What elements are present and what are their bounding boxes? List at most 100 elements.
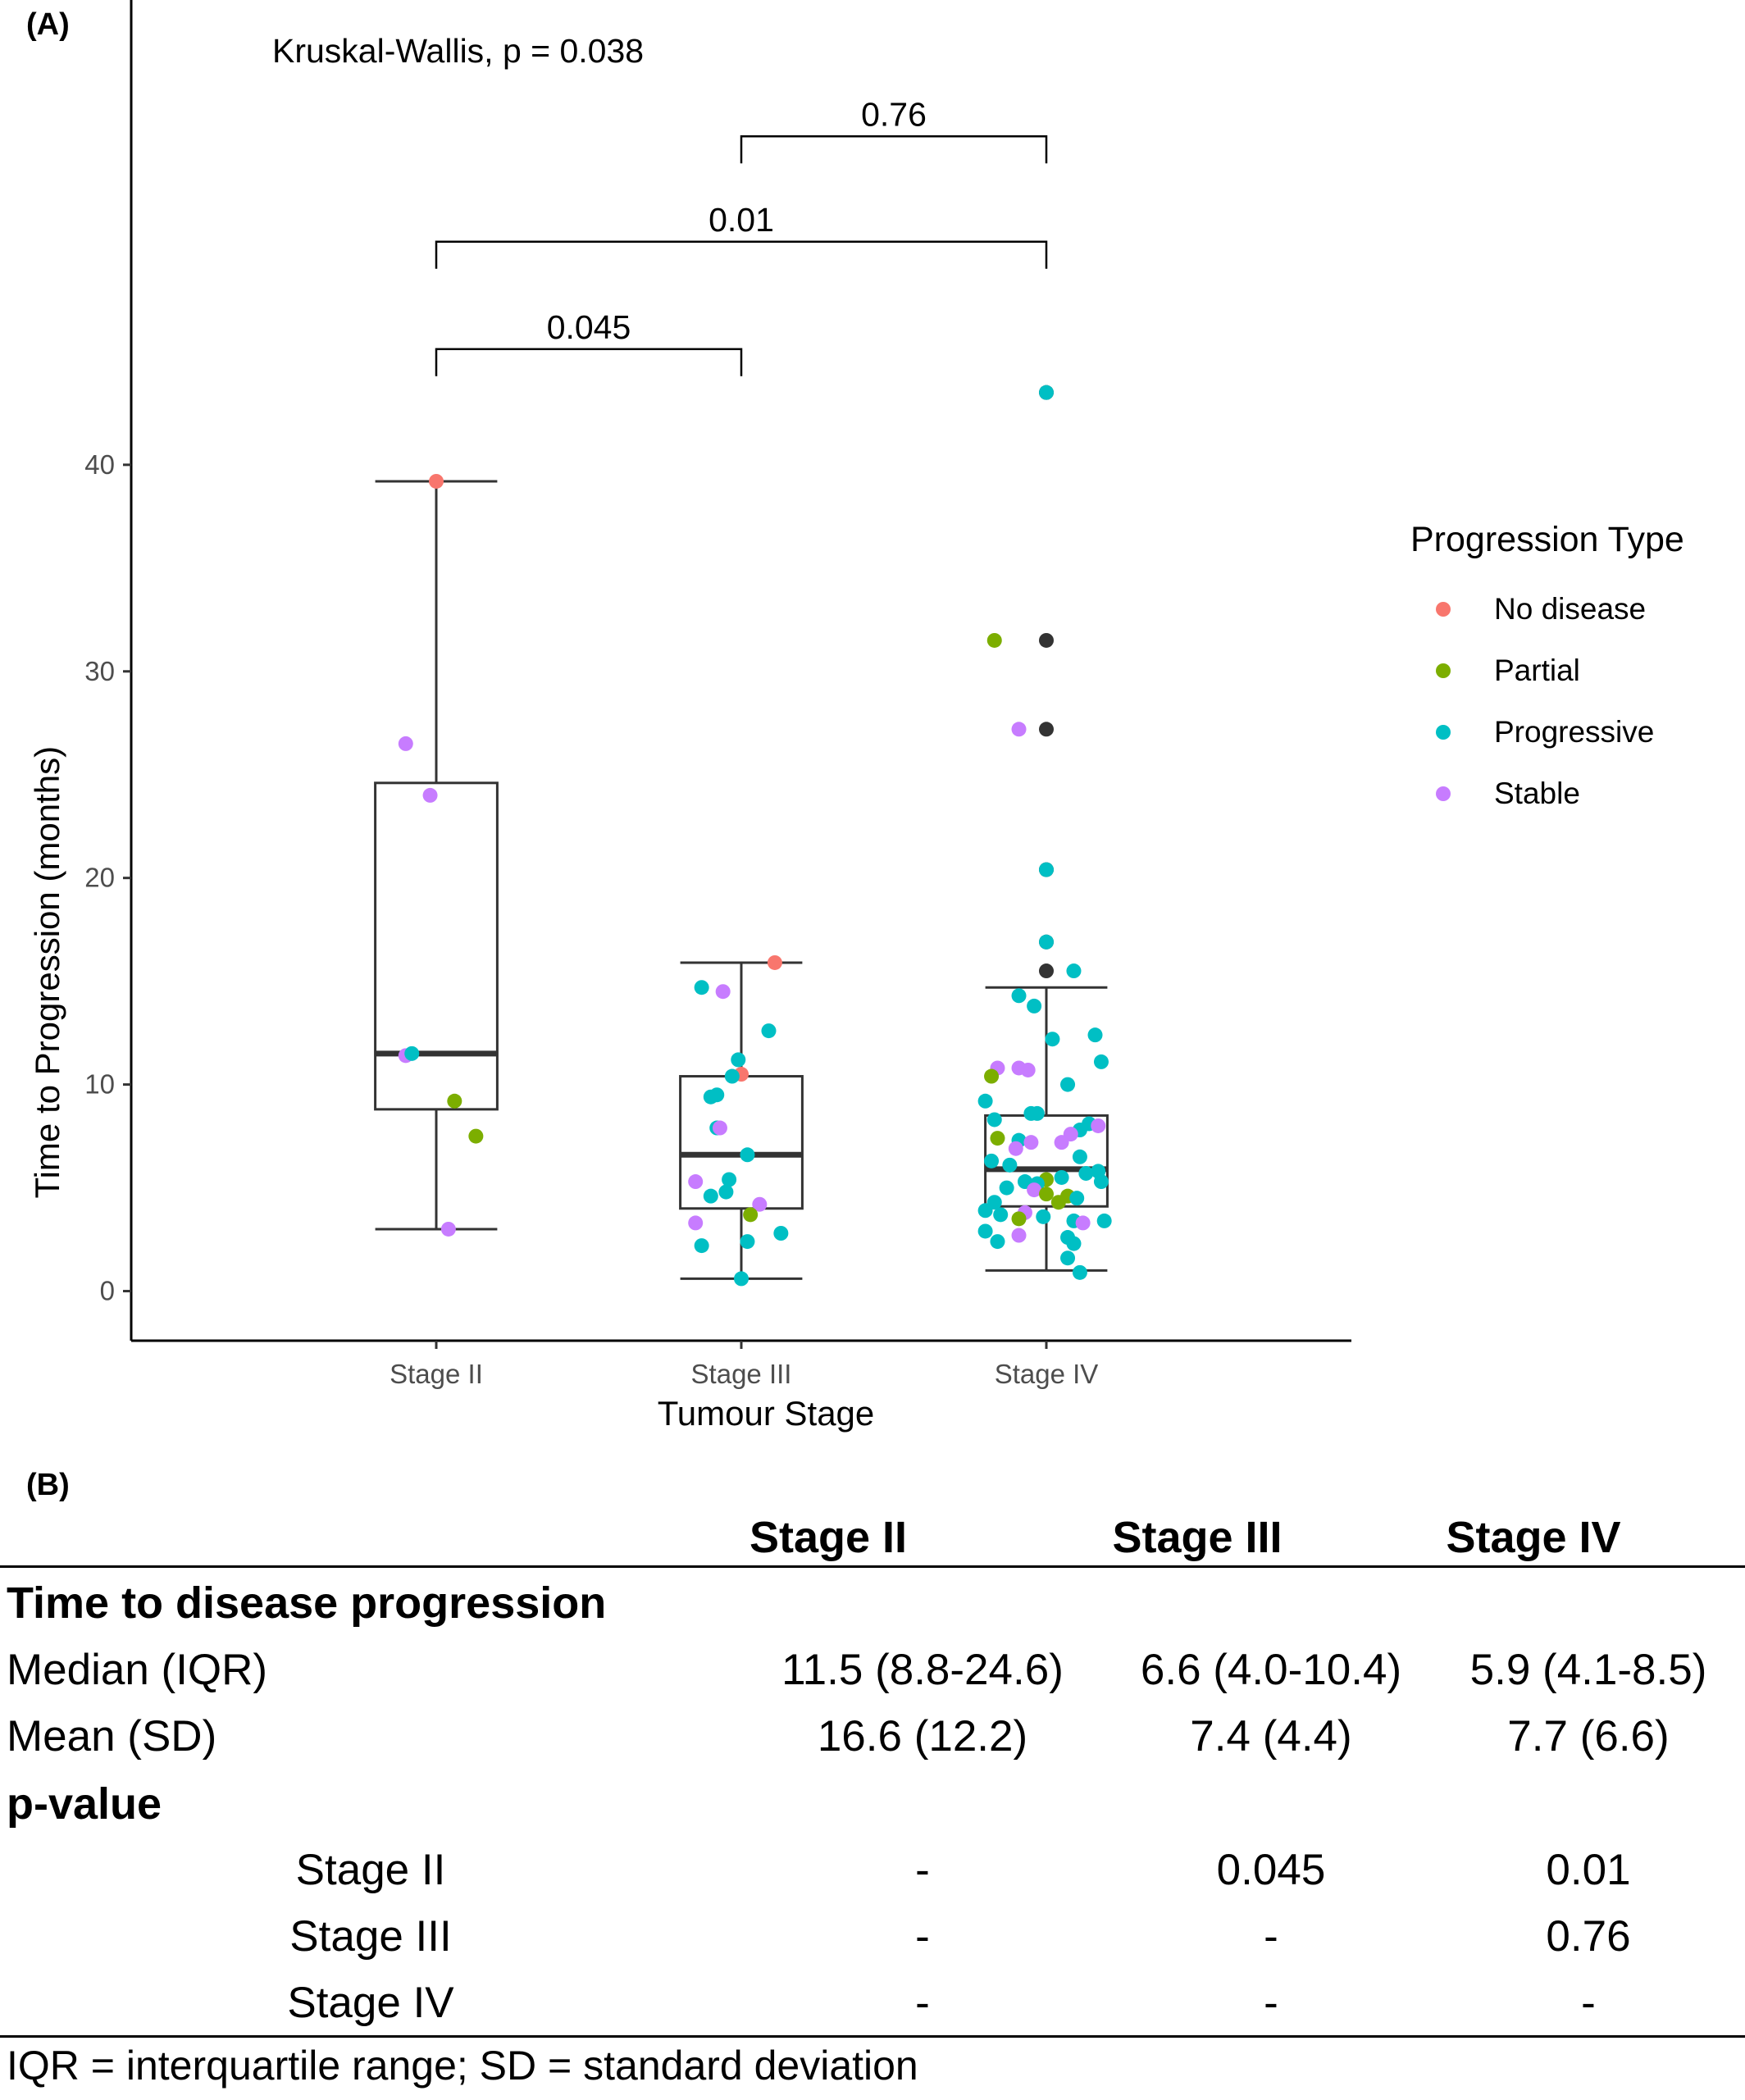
legend-title: Progression Type — [1410, 520, 1684, 559]
p-cell: 0.76 — [1546, 1912, 1631, 1961]
outlier-point — [1039, 632, 1054, 648]
data-point — [1078, 1165, 1094, 1181]
iqr-box — [374, 781, 499, 1111]
data-point — [1060, 1077, 1076, 1092]
data-point — [1050, 1195, 1066, 1210]
data-point — [743, 1207, 759, 1223]
data-point — [1054, 1135, 1069, 1150]
data-point — [1072, 1149, 1087, 1164]
comparison-p-label: 0.045 — [547, 308, 631, 346]
comparison-bracket — [740, 135, 1048, 164]
y-tick-label: 30 — [84, 656, 115, 686]
data-point — [1066, 963, 1082, 979]
data-point — [990, 1131, 1005, 1146]
panel-b-label: (B) — [26, 1468, 70, 1502]
kruskal-wallis-label: Kruskal-Wallis, p = 0.038 — [272, 32, 644, 70]
data-point — [1027, 998, 1042, 1014]
col-header-stage-ii: Stage II — [749, 1513, 908, 1562]
boxplot-chart: (A) 0 10 20 30 40 Stage II Stage III Stage IV Tu… — [26, 0, 1684, 1433]
data-point — [1045, 1032, 1060, 1047]
median-stage-iv: 5.9 (4.1-8.5) — [1469, 1646, 1707, 1694]
data-point — [398, 736, 413, 751]
data-point — [404, 1045, 420, 1061]
median-stage-ii: 11.5 (8.8-24.6) — [781, 1646, 1064, 1694]
data-point — [999, 1180, 1014, 1196]
header-rule — [0, 1565, 1745, 1568]
panel-a-label: (A) — [26, 7, 70, 42]
p-cell: - — [1264, 1912, 1278, 1961]
data-point — [694, 1238, 709, 1254]
data-point — [1069, 1191, 1085, 1206]
outlier-point — [1039, 722, 1054, 737]
data-point — [752, 1196, 768, 1212]
legend-key — [1436, 786, 1451, 801]
outlier-point — [1039, 963, 1054, 979]
x-tick-label: Stage IV — [995, 1359, 1099, 1389]
data-point — [767, 954, 782, 970]
data-point — [1039, 385, 1054, 400]
data-point — [1011, 1228, 1027, 1243]
data-point — [703, 1089, 718, 1105]
x-tick-label: Stage III — [691, 1359, 792, 1389]
data-point — [977, 1223, 993, 1239]
mean-stage-iii: 7.4 (4.4) — [1190, 1712, 1352, 1761]
data-point — [1036, 1209, 1051, 1224]
y-tick-label: 20 — [84, 863, 115, 893]
section-time-title: Time to disease progression — [7, 1578, 607, 1628]
p-cell: - — [1581, 1979, 1596, 2027]
legend-key — [1436, 663, 1451, 678]
data-point — [694, 980, 709, 995]
p-cell: 0.01 — [1546, 1846, 1631, 1894]
data-point — [734, 1271, 749, 1287]
data-point — [1054, 1169, 1069, 1185]
data-point — [986, 1112, 1002, 1127]
comparison-p-label: 0.76 — [861, 95, 927, 133]
data-point — [1091, 1118, 1106, 1133]
mean-label: Mean (SD) — [7, 1712, 217, 1761]
legend-key — [1436, 602, 1451, 617]
data-point — [1027, 1182, 1042, 1198]
p-cell: 0.045 — [1216, 1846, 1326, 1894]
data-point — [688, 1215, 704, 1231]
legend-label: Stable — [1494, 777, 1580, 810]
legend-key — [1436, 725, 1451, 740]
data-point — [761, 1023, 777, 1039]
data-point — [1087, 1027, 1103, 1043]
data-point — [731, 1052, 746, 1068]
p-row-label: Stage IV — [287, 1979, 454, 2027]
median-label: Median (IQR) — [7, 1646, 268, 1694]
data-point — [990, 1234, 1005, 1250]
data-point — [986, 632, 1002, 648]
data-point — [1011, 1211, 1027, 1227]
data-point — [1072, 1264, 1087, 1280]
plot-area: 0 10 20 30 40 Stage II Stage III Stage IV Tumour… — [28, 0, 1351, 1433]
p-cell: - — [915, 1979, 930, 2027]
data-point — [1008, 1141, 1023, 1156]
median-stage-iii: 6.6 (4.0-10.4) — [1140, 1646, 1402, 1694]
data-point — [447, 1093, 462, 1109]
data-point — [1060, 1250, 1076, 1266]
data-point — [773, 1225, 789, 1241]
iqr-box — [679, 1075, 804, 1210]
data-point — [1011, 988, 1027, 1004]
data-point — [724, 1068, 740, 1084]
data-point — [440, 1221, 456, 1237]
data-point — [1029, 1105, 1045, 1121]
data-point — [722, 1172, 737, 1187]
data-point — [1039, 862, 1054, 877]
data-point — [718, 1184, 734, 1200]
mean-stage-iv: 7.7 (6.6) — [1507, 1712, 1670, 1761]
data-point — [429, 473, 444, 489]
legend: Progression Type No disease Partial Progres… — [1410, 520, 1684, 810]
data-point — [1011, 722, 1027, 737]
data-point — [1093, 1054, 1109, 1069]
data-point — [984, 1153, 1000, 1168]
data-point — [715, 984, 731, 1000]
legend-label: Partial — [1494, 654, 1580, 687]
p-cell: - — [1264, 1979, 1278, 2027]
legend-label: No disease — [1494, 592, 1646, 626]
data-point — [740, 1147, 755, 1163]
data-point — [1020, 1062, 1036, 1077]
data-point — [1093, 1174, 1109, 1190]
y-tick-label: 40 — [84, 449, 115, 480]
